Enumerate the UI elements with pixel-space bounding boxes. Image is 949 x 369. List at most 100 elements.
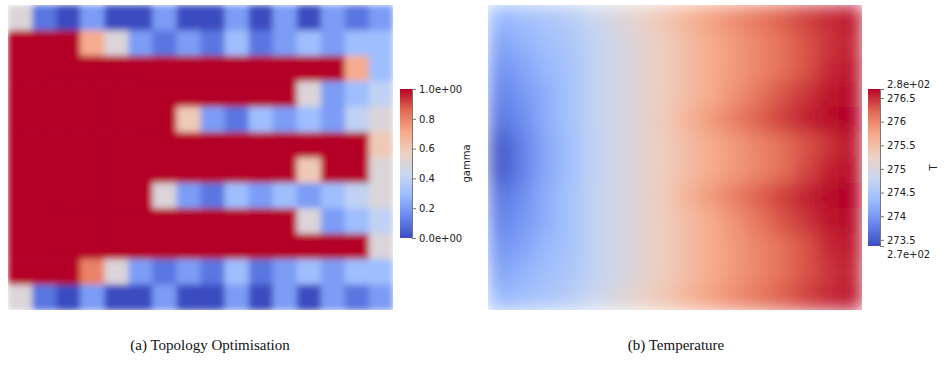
cell <box>511 234 535 260</box>
cell <box>792 30 816 56</box>
caption: (a) Topology Optimisation <box>130 337 290 354</box>
tick-mark <box>412 89 416 90</box>
cell <box>249 81 274 107</box>
cell <box>488 132 512 158</box>
colorbar <box>868 89 880 246</box>
cell <box>745 234 769 260</box>
plot-area <box>488 5 862 310</box>
tick-label: 2.7e+02 <box>887 249 930 260</box>
cell <box>345 259 370 285</box>
cell <box>605 5 629 31</box>
cell <box>675 107 699 133</box>
tick: 0.6 <box>412 143 435 154</box>
tick-mark <box>880 193 884 194</box>
cell <box>769 30 793 56</box>
cell <box>345 107 370 133</box>
cell <box>839 5 862 31</box>
tick-mark <box>880 145 884 146</box>
cell <box>582 208 606 234</box>
cell <box>225 30 250 56</box>
cell <box>249 158 274 184</box>
cell <box>249 259 274 285</box>
cell <box>369 234 393 260</box>
cell <box>839 56 862 82</box>
cell <box>225 208 250 234</box>
cell <box>128 5 153 31</box>
cell <box>104 5 129 31</box>
cell <box>652 132 676 158</box>
cell <box>839 183 862 209</box>
cell <box>675 234 699 260</box>
cell <box>369 81 393 107</box>
cell <box>558 285 582 310</box>
cell <box>815 56 839 82</box>
cell <box>176 285 201 310</box>
cell <box>628 259 652 285</box>
cell <box>535 259 559 285</box>
cell <box>769 81 793 107</box>
tick-mark <box>412 208 416 209</box>
cell <box>675 56 699 82</box>
cell <box>745 30 769 56</box>
cell <box>815 5 839 31</box>
cell <box>176 132 201 158</box>
cell <box>558 132 582 158</box>
cell <box>32 107 57 133</box>
tick-mark <box>880 240 884 241</box>
cell <box>815 259 839 285</box>
cell <box>698 56 722 82</box>
cell <box>345 30 370 56</box>
cell <box>628 234 652 260</box>
cell <box>32 81 57 107</box>
cell <box>80 30 105 56</box>
cell <box>128 183 153 209</box>
cell <box>32 5 57 31</box>
cell <box>201 132 226 158</box>
cell <box>675 5 699 31</box>
cell <box>558 158 582 184</box>
axis-line <box>881 90 885 247</box>
cell <box>792 158 816 184</box>
cell <box>225 259 250 285</box>
tick-label: 275 <box>887 164 906 175</box>
cell <box>201 234 226 260</box>
cell <box>488 208 512 234</box>
cell <box>273 107 298 133</box>
cell <box>80 81 105 107</box>
cell <box>582 259 606 285</box>
cell <box>321 285 346 310</box>
cell <box>297 30 322 56</box>
cell <box>225 81 250 107</box>
cell <box>201 30 226 56</box>
tick-mark <box>880 246 884 247</box>
tick-label: 273.5 <box>887 235 916 246</box>
cell <box>345 132 370 158</box>
cell <box>249 30 274 56</box>
cell <box>297 107 322 133</box>
cell <box>605 208 629 234</box>
cell <box>815 30 839 56</box>
cell <box>605 56 629 82</box>
cell <box>839 208 862 234</box>
cell <box>582 30 606 56</box>
cell <box>321 30 346 56</box>
cell <box>582 5 606 31</box>
cell <box>535 132 559 158</box>
cell <box>535 158 559 184</box>
cell <box>297 183 322 209</box>
cell <box>369 30 393 56</box>
cell <box>56 56 81 82</box>
cell <box>652 158 676 184</box>
cell <box>535 5 559 31</box>
cell <box>273 259 298 285</box>
cell <box>80 158 105 184</box>
cell <box>56 132 81 158</box>
cell <box>792 132 816 158</box>
cell <box>745 208 769 234</box>
cell <box>792 234 816 260</box>
cell <box>56 5 81 31</box>
cell <box>769 183 793 209</box>
cell <box>605 132 629 158</box>
cell <box>769 259 793 285</box>
cell <box>369 132 393 158</box>
